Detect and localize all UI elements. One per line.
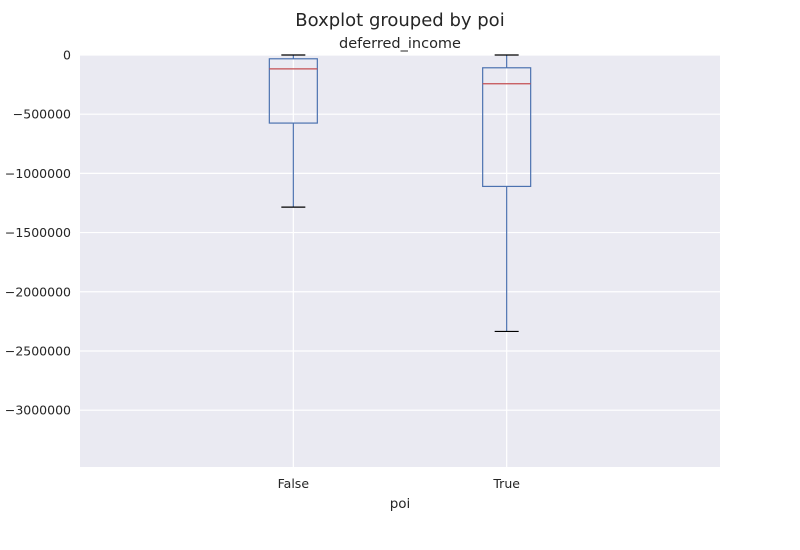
- y-tick-labels: 0 −500000 −1000000 −1500000 −2000000 −2500000…: [5, 48, 71, 418]
- x-axis-label: poi: [390, 496, 411, 512]
- y-tick-label: −2000000: [5, 284, 71, 299]
- x-tick-labels: False True: [278, 476, 521, 491]
- y-tick-label: −1000000: [5, 166, 71, 181]
- box-iqr: [482, 67, 532, 188]
- y-tick-label: −500000: [13, 107, 71, 122]
- box-iqr: [268, 58, 318, 124]
- y-tick-label: 0: [63, 48, 71, 63]
- boxes: [268, 54, 532, 333]
- plot-area: [80, 55, 720, 467]
- x-tick-label: False: [278, 476, 310, 491]
- chart-title: Boxplot grouped by poi: [295, 10, 504, 31]
- chart-subtitle: deferred_income: [339, 36, 461, 52]
- y-tick-label: −2500000: [5, 343, 71, 358]
- y-tick-label: −1500000: [5, 225, 71, 240]
- x-tick-label: True: [492, 476, 520, 491]
- y-tick-label: −3000000: [5, 403, 71, 418]
